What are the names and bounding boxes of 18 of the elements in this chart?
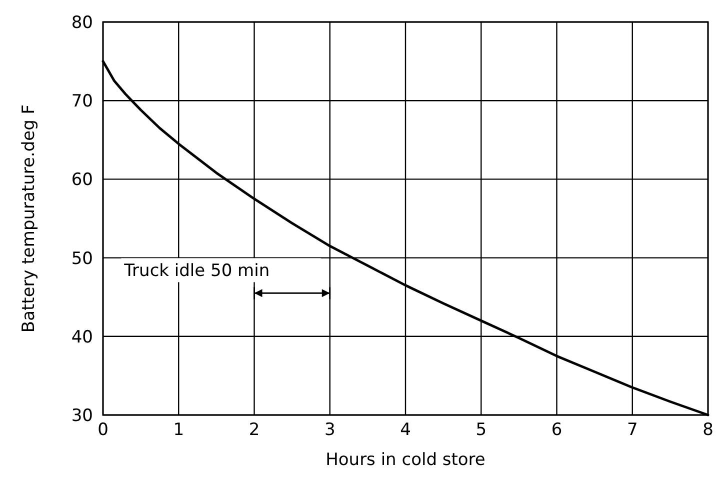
x-tick-label: 6 bbox=[551, 420, 562, 440]
y-tick-label: 40 bbox=[71, 327, 93, 348]
x-tick-label: 3 bbox=[324, 420, 336, 440]
y-axis-title: Battery tempurature.deg F bbox=[19, 104, 39, 333]
x-tick-label: 2 bbox=[248, 420, 260, 440]
x-axis-title: Hours in cold store bbox=[326, 450, 486, 470]
x-tick-label: 7 bbox=[626, 420, 638, 440]
y-tick-label: 70 bbox=[71, 92, 93, 112]
y-tick-label: 30 bbox=[71, 406, 93, 426]
x-tick-label: 5 bbox=[476, 420, 487, 440]
x-tick-label: 0 bbox=[98, 420, 108, 440]
annotation: Truck idle 50 min bbox=[123, 261, 270, 282]
y-tick-label: 60 bbox=[71, 170, 93, 190]
x-tick-label: 8 bbox=[702, 420, 714, 440]
x-tick-label: 1 bbox=[173, 420, 184, 440]
x-tick-label: 4 bbox=[400, 420, 411, 440]
y-tick-label: 50 bbox=[71, 248, 93, 269]
y-tick-label: 80 bbox=[71, 13, 93, 33]
